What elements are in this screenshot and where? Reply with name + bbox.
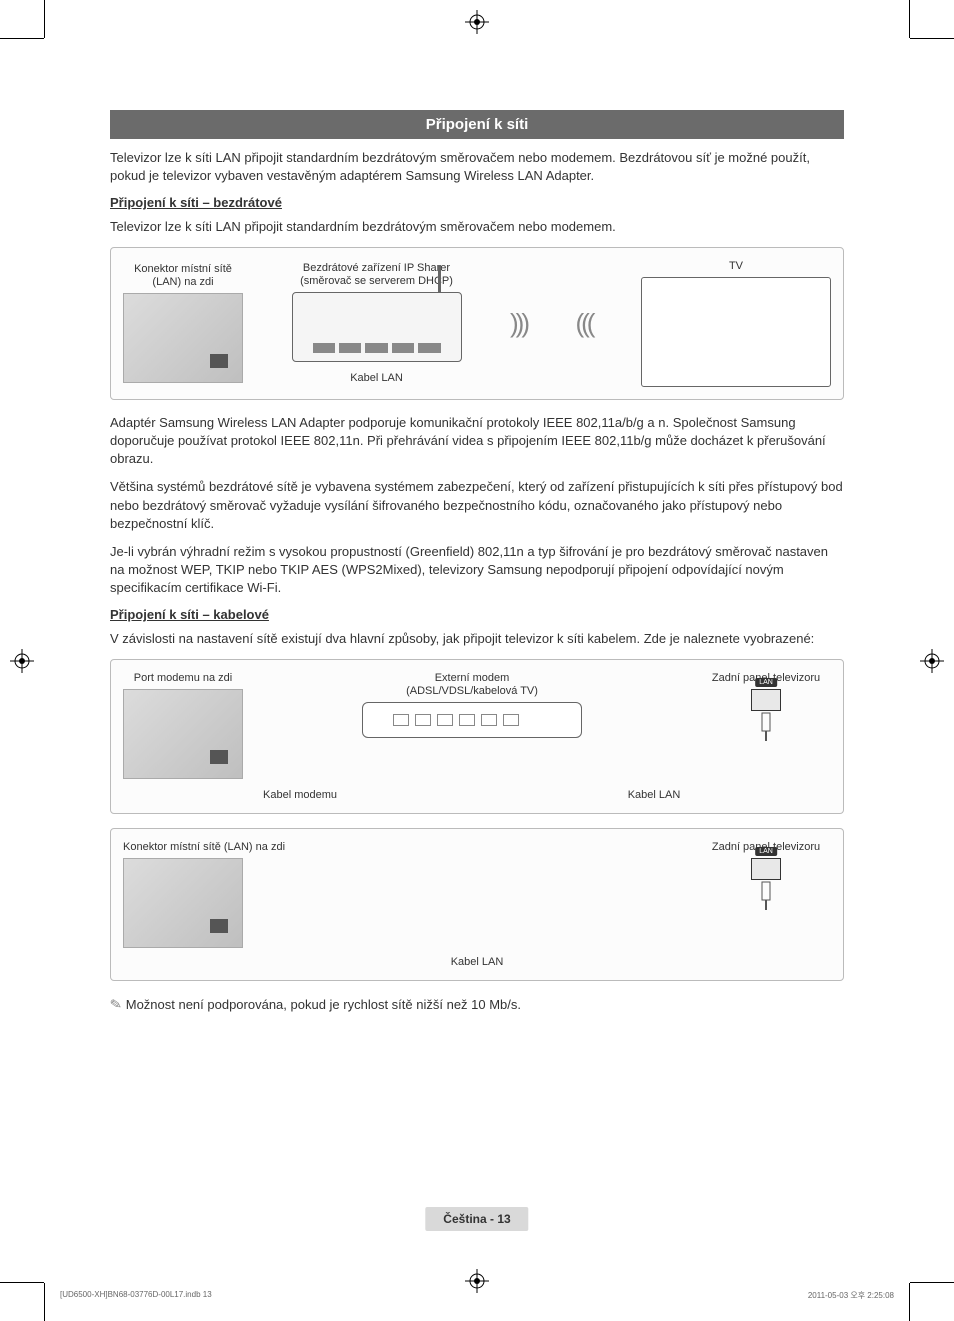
footer-lang: Čeština [443,1212,486,1226]
cable-label: Kabel LAN [477,789,831,801]
wall-plate-icon [123,293,243,383]
wall-label: Port modemu na zdi [123,672,243,685]
cable-label: Kabel LAN [350,372,403,384]
crop-mark [909,0,910,38]
print-timestamp: 2011-05-03 오후 2:25:08 [808,1290,894,1301]
wired-diagram-modem: Port modemu na zdi Externí modem (ADSL/V… [110,659,844,814]
wall-label: Konektor místní sítě (LAN) na zdi [123,841,285,854]
note: ✎Možnost není podporována, pokud je rych… [110,995,844,1015]
body-paragraph: Adaptér Samsung Wireless LAN Adapter pod… [110,414,844,469]
wired-diagram-direct: Konektor místní sítě (LAN) na zdi Zadní … [110,828,844,981]
connector-icon [758,711,774,741]
wave-out-icon: ))) [510,308,527,339]
registration-mark-icon [920,649,944,673]
modem-icon [362,702,582,738]
router-label: Bezdrátové zařízení IP Sharer (směrovač … [292,262,462,288]
crop-mark [44,0,45,38]
tv-label: TV [729,260,743,273]
router-icon [292,292,462,362]
section-title: Připojení k síti [110,110,844,139]
wall-plate-icon [123,858,243,948]
footer-sep: - [487,1212,498,1226]
connector-icon [758,880,774,910]
crop-mark [909,1283,910,1321]
cable-label: Kabel modemu [123,789,477,801]
note-text: Možnost není podporována, pokud je rychl… [126,997,521,1012]
page-content: Připojení k síti Televizor lze k síti LA… [110,110,844,1231]
registration-mark-icon [465,10,489,34]
wired-heading: Připojení k síti – kabelové [110,607,844,622]
print-footer: [UD6500-XH]BN68-03776D-00L17.indb 13 201… [60,1290,894,1301]
wired-paragraph: V závislosti na nastavení sítě existují … [110,630,844,648]
crop-mark [0,1282,44,1283]
lan-port-icon [751,689,781,711]
body-paragraph: Je-li vybrán výhradní režim s vysokou pr… [110,543,844,598]
wireless-diagram: Konektor místní sítě (LAN) na zdi Bezdrá… [110,247,844,400]
intro-paragraph: Televizor lze k síti LAN připojit standa… [110,149,844,185]
wireless-heading: Připojení k síti – bezdrátové [110,195,844,210]
footer-page: 13 [497,1212,510,1226]
wireless-paragraph: Televizor lze k síti LAN připojit standa… [110,218,844,236]
tv-icon [641,277,831,387]
crop-mark [910,38,954,39]
body-paragraph: Většina systémů bezdrátové sítě je vybav… [110,478,844,533]
registration-mark-icon [10,649,34,673]
wall-label: Konektor místní sítě (LAN) na zdi [123,263,243,289]
cable-label: Kabel LAN [123,956,831,968]
wall-plate-icon [123,689,243,779]
wave-in-icon: ((( [575,308,592,339]
note-icon: ✎ [108,994,123,1015]
crop-mark [0,38,44,39]
crop-mark [44,1283,45,1321]
modem-label: Externí modem (ADSL/VDSL/kabelová TV) [382,672,562,698]
page-footer: Čeština - 13 [425,1207,528,1231]
print-file: [UD6500-XH]BN68-03776D-00L17.indb 13 [60,1290,212,1301]
crop-mark [910,1282,954,1283]
lan-port-icon [751,858,781,880]
